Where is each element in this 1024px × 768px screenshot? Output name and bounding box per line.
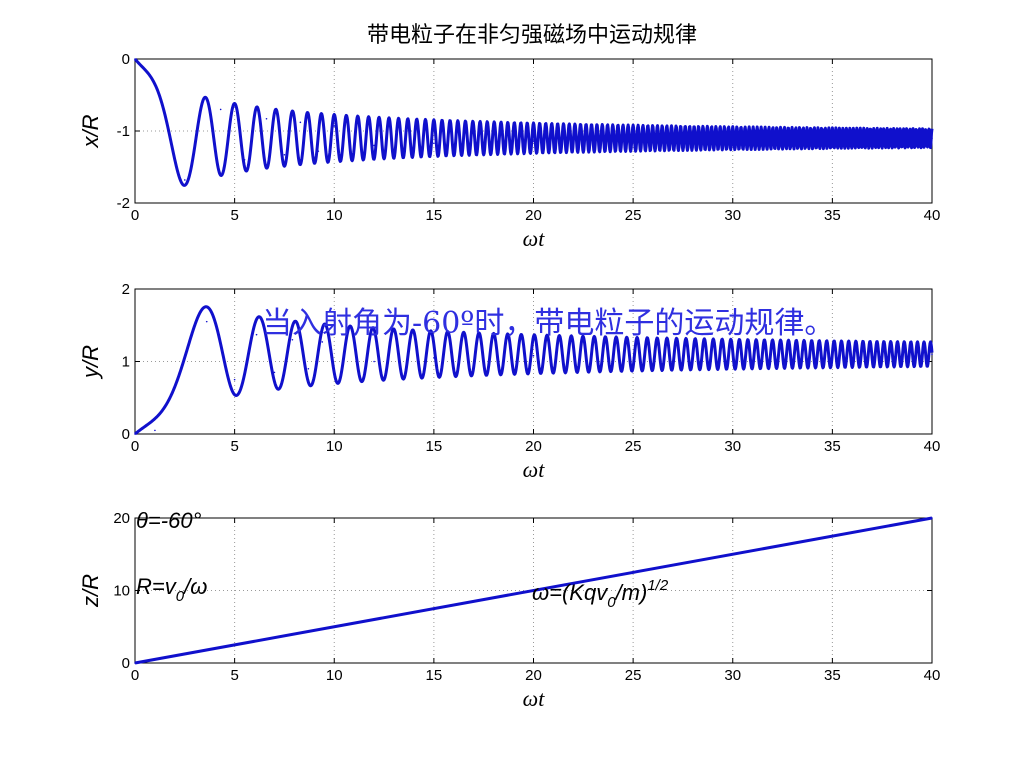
data-point <box>731 138 734 141</box>
data-point <box>317 150 320 152</box>
series-line <box>134 516 933 665</box>
radius-formula-pre: R=v <box>136 574 178 599</box>
radius-formula: R=v0/ω <box>136 574 207 605</box>
x-tick-label: 30 <box>724 207 741 224</box>
x-tick-label: 5 <box>230 207 238 224</box>
omega-formula-sup: 1/2 <box>647 577 669 594</box>
series-line <box>133 58 934 187</box>
data-point <box>243 159 246 161</box>
data-point <box>134 662 136 664</box>
y-axis-label: y/R <box>78 345 103 380</box>
omega-formula-sub: 0 <box>607 594 616 611</box>
subplot-2: 0 5 10 15 20 25 30 35 40 0 1 2 ωt y/R <box>78 281 940 482</box>
chart-title: 带电粒子在非匀强磁场中运动规律 <box>367 23 697 48</box>
data-point <box>134 433 136 435</box>
x-tick-label: 25 <box>625 207 642 224</box>
data-point <box>283 153 286 156</box>
data-point <box>273 371 276 374</box>
x-tick-label: 15 <box>426 438 443 455</box>
x-tick-label: 5 <box>230 667 238 684</box>
y-axis-label: z/R <box>78 574 103 608</box>
data-point <box>291 338 294 341</box>
x-tick-label: 30 <box>724 667 741 684</box>
data-point <box>532 140 535 142</box>
x-tick-label: 0 <box>131 207 139 224</box>
data-point <box>233 378 236 381</box>
data-point <box>134 58 136 60</box>
x-tick-label: 35 <box>824 438 841 455</box>
series-line <box>134 305 934 436</box>
data-point <box>433 357 435 359</box>
x-tick-label: 40 <box>924 667 941 684</box>
x-tick-label: 30 <box>724 438 741 455</box>
data-point <box>205 320 208 323</box>
x-tick-label: 40 <box>924 438 941 455</box>
x-axis-label: ωt <box>523 457 546 482</box>
data-point <box>333 125 336 127</box>
y-tick-label: -1 <box>117 123 130 140</box>
data-point <box>373 144 375 147</box>
x-tick-label: 20 <box>525 438 542 455</box>
data-point <box>931 353 933 356</box>
subplot-3: 0 5 10 15 20 25 30 35 40 0 10 20 ωt z/R <box>78 510 940 711</box>
x-tick-label: 10 <box>326 667 343 684</box>
data-point <box>373 360 375 363</box>
x-tick-label: 25 <box>625 667 642 684</box>
x-tick-label: 10 <box>326 207 343 224</box>
x-tick-label: 0 <box>131 667 139 684</box>
y-tick-label: 1 <box>122 354 130 371</box>
x-axis-label: ωt <box>523 226 546 251</box>
x-tick-label: 20 <box>525 667 542 684</box>
x-tick-label: 35 <box>824 207 841 224</box>
omega-formula-mid: /m) <box>614 580 648 605</box>
data-point <box>219 108 222 111</box>
y-tick-label: 2 <box>122 281 130 298</box>
data-point <box>154 429 156 432</box>
y-tick-label: 0 <box>122 51 130 68</box>
y-tick-label: -2 <box>117 195 130 212</box>
x-tick-label: 35 <box>824 667 841 684</box>
omega-formula: ω=(Kqv0/m)1/2 <box>532 577 669 611</box>
subplot-1: 0 5 10 15 20 25 30 35 40 -2 -1 0 ωt x/R <box>78 51 940 251</box>
x-tick-label: 15 <box>426 207 443 224</box>
x-tick-label: 25 <box>625 438 642 455</box>
theta-formula: θ=-60° <box>136 508 202 533</box>
y-axis-label: x/R <box>78 114 103 148</box>
data-point <box>255 333 258 336</box>
x-tick-label: 10 <box>326 438 343 455</box>
radius-formula-sub: 0 <box>176 588 185 605</box>
x-tick-label: 15 <box>426 667 443 684</box>
data-point <box>532 354 535 357</box>
data-point <box>184 179 186 181</box>
annotation-text: 当入射角为-60º时，带电粒子的运动规律。 <box>262 306 834 341</box>
x-axis-label: ωt <box>523 686 546 711</box>
data-point <box>299 121 302 124</box>
data-point <box>321 341 324 343</box>
x-tick-label: 20 <box>525 207 542 224</box>
omega-formula-pre: ω=(Kqv <box>532 580 609 605</box>
y-tick-label: 20 <box>113 510 130 527</box>
x-tick-label: 40 <box>924 207 941 224</box>
y-tick-label: 0 <box>122 655 130 672</box>
data-point <box>433 142 435 145</box>
data-point <box>307 367 310 370</box>
y-tick-label: 0 <box>122 426 130 443</box>
x-tick-label: 5 <box>230 438 238 455</box>
x-tick-label: 0 <box>131 438 139 455</box>
data-point <box>931 517 933 519</box>
data-point <box>731 354 734 356</box>
data-point <box>931 137 933 139</box>
y-tick-label: 10 <box>113 583 130 600</box>
data-point <box>265 117 268 120</box>
radius-formula-post: /ω <box>182 574 207 599</box>
